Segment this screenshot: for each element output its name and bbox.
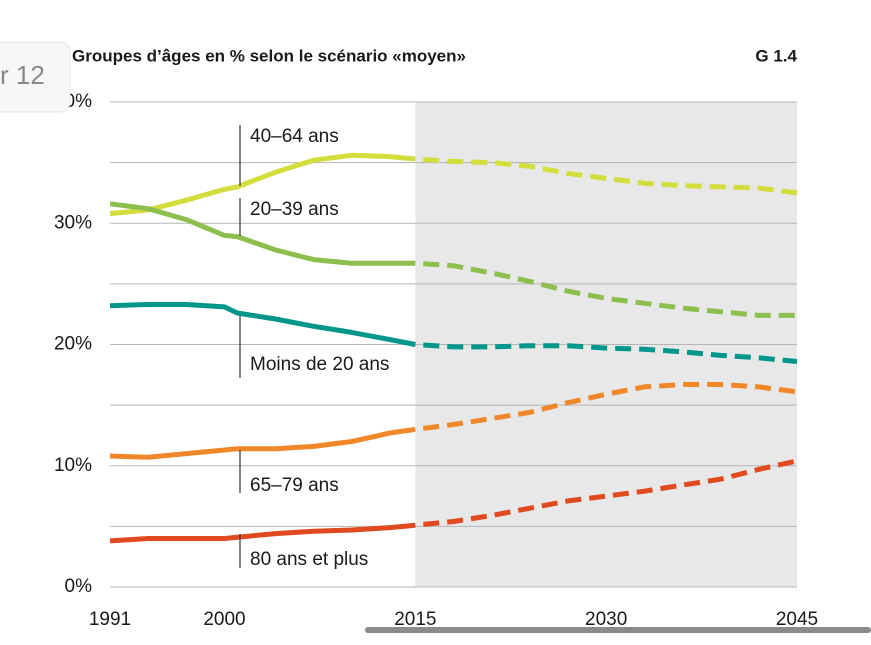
- series-line: [109, 458, 798, 544]
- page-badge-box: [0, 41, 71, 113]
- figure-id: G 1.4: [755, 46, 797, 65]
- series-line: [109, 382, 798, 460]
- y-tick-label: 20%: [54, 334, 92, 355]
- scrollbar: [365, 627, 871, 633]
- series-label: 65–79 ans: [250, 475, 339, 496]
- series-line: [109, 152, 798, 217]
- series-label: 80 ans et plus: [250, 549, 368, 570]
- series-label: Moins de 20 ans: [250, 354, 389, 375]
- x-tick-label: 2015: [394, 609, 436, 630]
- page-badge: r 12: [0, 60, 45, 90]
- chart-title: Groupes d’âges en % selon le scénario «m…: [72, 46, 466, 65]
- x-tick-label: 2030: [585, 609, 627, 630]
- series-label: 20–39 ans: [250, 199, 339, 220]
- x-tick-label: 2045: [776, 609, 818, 630]
- series-line: [109, 201, 797, 318]
- x-tick-label: 1991: [89, 609, 131, 630]
- y-tick-label: 10%: [54, 455, 92, 476]
- y-tick-label: 0%: [65, 576, 93, 597]
- series-layer: 40–64 ans 20–39 ans Moins de 20 ans 65–79 a…: [109, 125, 798, 570]
- background-layer: 0%10%20%30%40%1991 2000 2015 2030 2045: [54, 91, 818, 630]
- series-label: 40–64 ans: [250, 126, 339, 147]
- y-tick-label: 30%: [54, 212, 92, 233]
- x-tick-label: 2000: [203, 609, 245, 630]
- series-line: [109, 302, 798, 364]
